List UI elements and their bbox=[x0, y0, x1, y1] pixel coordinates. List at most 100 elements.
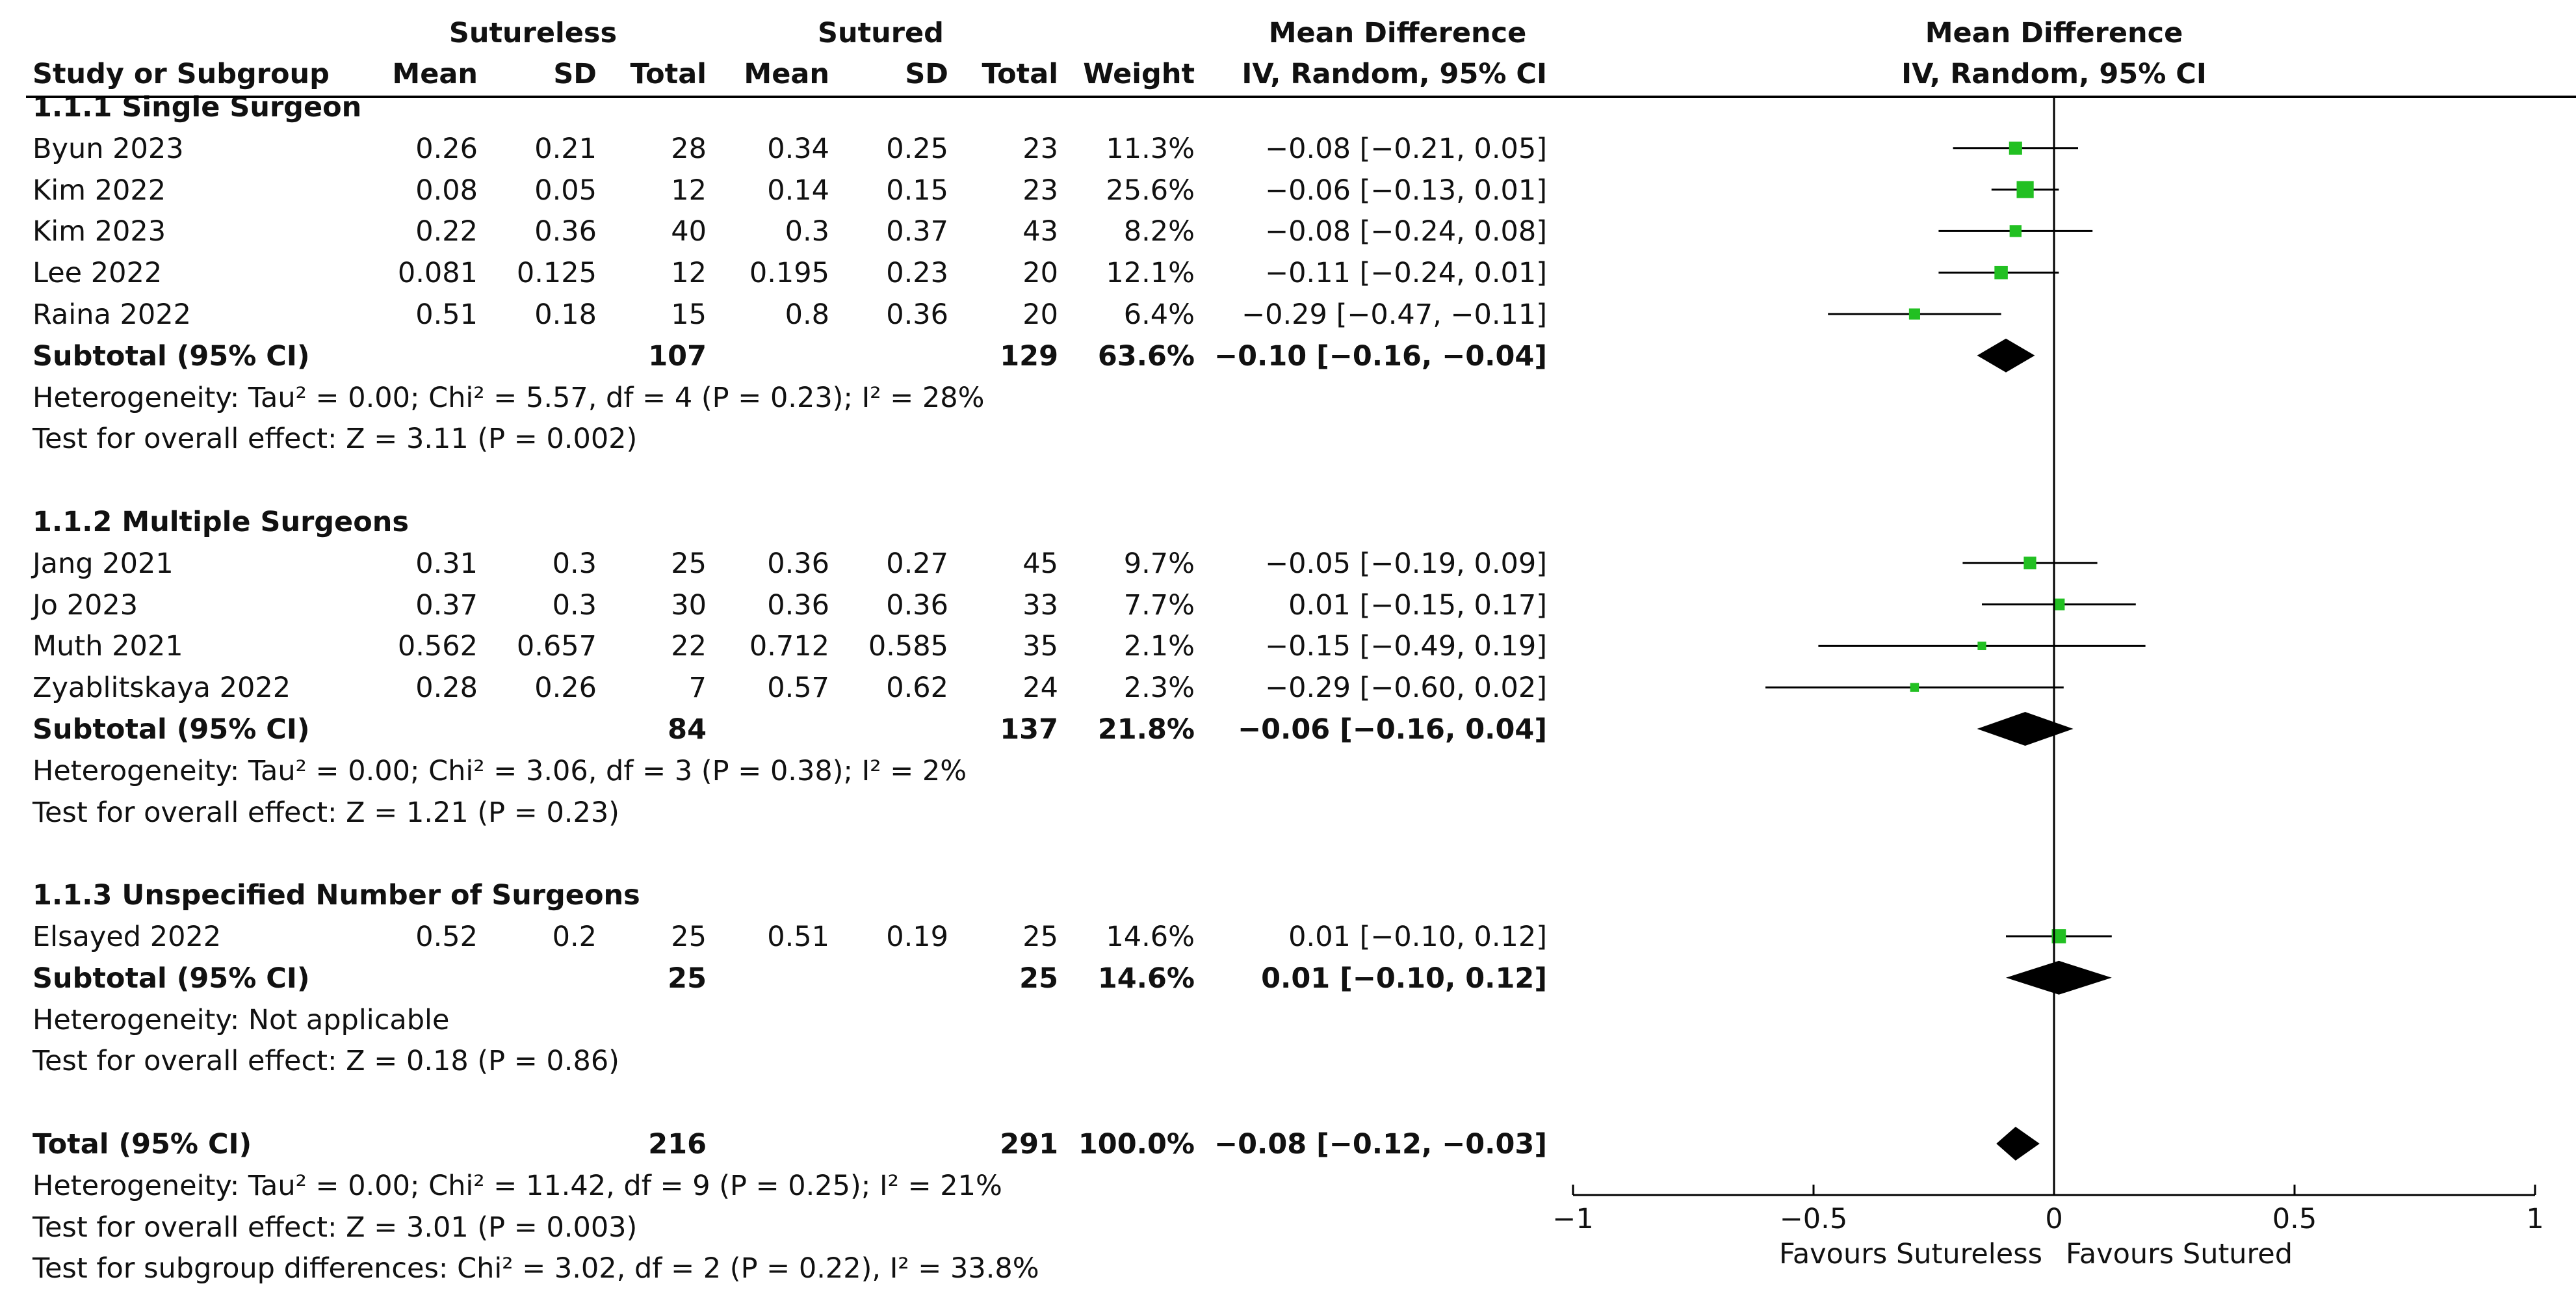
study-n1: 7 bbox=[688, 672, 707, 705]
study-m2: 0.8 bbox=[785, 298, 829, 331]
study-n2: 35 bbox=[1022, 630, 1058, 663]
study-m1: 0.52 bbox=[415, 921, 478, 953]
study-m1: 0.37 bbox=[415, 588, 478, 622]
study-weight: 12.1% bbox=[1106, 257, 1195, 290]
x-tick-label: −1 bbox=[1552, 1203, 1594, 1235]
study-m1: 0.562 bbox=[397, 630, 478, 663]
study-name: Muth 2021 bbox=[33, 630, 183, 663]
study-weight: 11.3% bbox=[1106, 132, 1195, 165]
subtotal-n2: 137 bbox=[1000, 713, 1058, 746]
column-header-m2: Mean bbox=[744, 58, 829, 90]
study-ci: −0.06 [−0.13, 0.01] bbox=[1265, 174, 1547, 207]
study-weight: 8.2% bbox=[1123, 215, 1195, 248]
favours-right-label: Favours Sutured bbox=[2066, 1238, 2293, 1270]
subtotal-n1: 84 bbox=[668, 713, 707, 746]
study-weight: 25.6% bbox=[1106, 174, 1195, 207]
study-m1: 0.31 bbox=[415, 547, 478, 580]
study-n2: 43 bbox=[1022, 215, 1058, 248]
study-ci: 0.01 [−0.15, 0.17] bbox=[1288, 588, 1547, 622]
study-m1: 0.26 bbox=[415, 132, 478, 165]
study-sd1: 0.3 bbox=[552, 588, 597, 622]
total-n1: 216 bbox=[648, 1128, 707, 1161]
subtotal-ci: −0.06 [−0.16, 0.04] bbox=[1238, 713, 1547, 746]
subtotal-label: Subtotal (95% CI) bbox=[33, 713, 310, 746]
study-sd1: 0.125 bbox=[516, 257, 597, 290]
study-m2: 0.51 bbox=[767, 921, 829, 953]
study-weight: 9.7% bbox=[1123, 547, 1195, 580]
study-marker bbox=[2016, 181, 2034, 198]
study-m1: 0.081 bbox=[397, 257, 478, 290]
study-n1: 12 bbox=[671, 257, 707, 290]
study-n2: 23 bbox=[1022, 174, 1058, 207]
study-sd1: 0.05 bbox=[534, 174, 597, 207]
column-header-m1: Mean bbox=[392, 58, 478, 90]
study-m2: 0.712 bbox=[749, 630, 829, 663]
study-marker bbox=[2009, 141, 2022, 155]
subtotal-label: Subtotal (95% CI) bbox=[33, 339, 310, 373]
study-sd1: 0.3 bbox=[552, 547, 597, 580]
note-text: Test for overall effect: Z = 1.21 (P = 0… bbox=[33, 796, 619, 829]
study-m1: 0.08 bbox=[415, 174, 478, 207]
study-sd2: 0.15 bbox=[886, 174, 948, 207]
study-name: Zyablitskaya 2022 bbox=[33, 672, 291, 705]
study-n2: 33 bbox=[1022, 588, 1058, 622]
study-marker bbox=[1977, 641, 1986, 651]
study-weight: 6.4% bbox=[1123, 298, 1195, 331]
study-sd1: 0.18 bbox=[534, 298, 597, 331]
study-name: Kim 2022 bbox=[33, 174, 166, 207]
subtotal-diamond bbox=[1977, 712, 2074, 746]
study-weight: 2.1% bbox=[1123, 630, 1195, 663]
study-name: Raina 2022 bbox=[33, 298, 191, 331]
note-text: Test for overall effect: Z = 3.01 (P = 0… bbox=[33, 1211, 638, 1244]
study-sd2: 0.27 bbox=[886, 547, 948, 580]
subtotal-n2: 25 bbox=[1019, 962, 1058, 995]
study-n2: 25 bbox=[1022, 921, 1058, 953]
total-n2: 291 bbox=[1000, 1128, 1058, 1161]
subtotal-label: Subtotal (95% CI) bbox=[33, 962, 310, 995]
study-n1: 25 bbox=[671, 547, 707, 580]
column-header-n2: Total bbox=[982, 58, 1058, 90]
note-text: Test for subgroup differences: Chi² = 3.… bbox=[33, 1252, 1039, 1285]
study-m2: 0.14 bbox=[767, 174, 829, 207]
study-name: Kim 2023 bbox=[33, 215, 166, 248]
study-m2: 0.57 bbox=[767, 672, 829, 705]
study-ci: −0.08 [−0.21, 0.05] bbox=[1265, 132, 1547, 165]
study-name: Byun 2023 bbox=[33, 132, 184, 165]
subgroup-heading: 1.1.2 Multiple Surgeons bbox=[33, 506, 409, 538]
subtotal-weight: 21.8% bbox=[1097, 713, 1195, 746]
plot-subtitle: IV, Random, 95% CI bbox=[1901, 58, 2207, 90]
study-name: Jang 2021 bbox=[33, 547, 174, 580]
study-marker bbox=[2053, 598, 2065, 611]
column-header-sd2: SD bbox=[905, 58, 948, 90]
study-ci: −0.29 [−0.47, −0.11] bbox=[1242, 298, 1547, 331]
study-ci: −0.08 [−0.24, 0.08] bbox=[1265, 215, 1547, 248]
study-sd2: 0.585 bbox=[868, 630, 948, 663]
total-label: Total (95% CI) bbox=[33, 1128, 252, 1161]
study-marker bbox=[2051, 929, 2066, 943]
study-marker bbox=[1910, 683, 1919, 692]
study-sd2: 0.23 bbox=[886, 257, 948, 290]
study-m1: 0.28 bbox=[415, 672, 478, 705]
study-n2: 45 bbox=[1022, 547, 1058, 580]
study-n1: 30 bbox=[671, 588, 707, 622]
x-tick-label: 0.5 bbox=[2272, 1203, 2317, 1235]
study-sd1: 0.2 bbox=[552, 921, 597, 953]
subtotal-weight: 63.6% bbox=[1097, 339, 1195, 373]
study-n1: 22 bbox=[671, 630, 707, 663]
note-text: Test for overall effect: Z = 3.11 (P = 0… bbox=[33, 423, 638, 456]
study-name: Elsayed 2022 bbox=[33, 921, 222, 953]
x-tick-label: 1 bbox=[2526, 1203, 2544, 1235]
subtotal-diamond bbox=[1977, 338, 2035, 373]
study-ci: −0.11 [−0.24, 0.01] bbox=[1265, 257, 1547, 290]
study-sd2: 0.62 bbox=[886, 672, 948, 705]
study-sd2: 0.25 bbox=[886, 132, 948, 165]
study-m2: 0.3 bbox=[785, 215, 829, 248]
subtotal-n1: 25 bbox=[668, 962, 707, 995]
group2-header: Sutured bbox=[818, 17, 944, 49]
column-header-name: Study or Subgroup bbox=[33, 58, 330, 90]
column-header-sd1: SD bbox=[553, 58, 597, 90]
study-weight: 2.3% bbox=[1123, 672, 1195, 705]
x-tick-label: −0.5 bbox=[1779, 1203, 1848, 1235]
study-marker bbox=[1908, 308, 1920, 320]
subtotal-ci: 0.01 [−0.10, 0.12] bbox=[1261, 962, 1547, 995]
